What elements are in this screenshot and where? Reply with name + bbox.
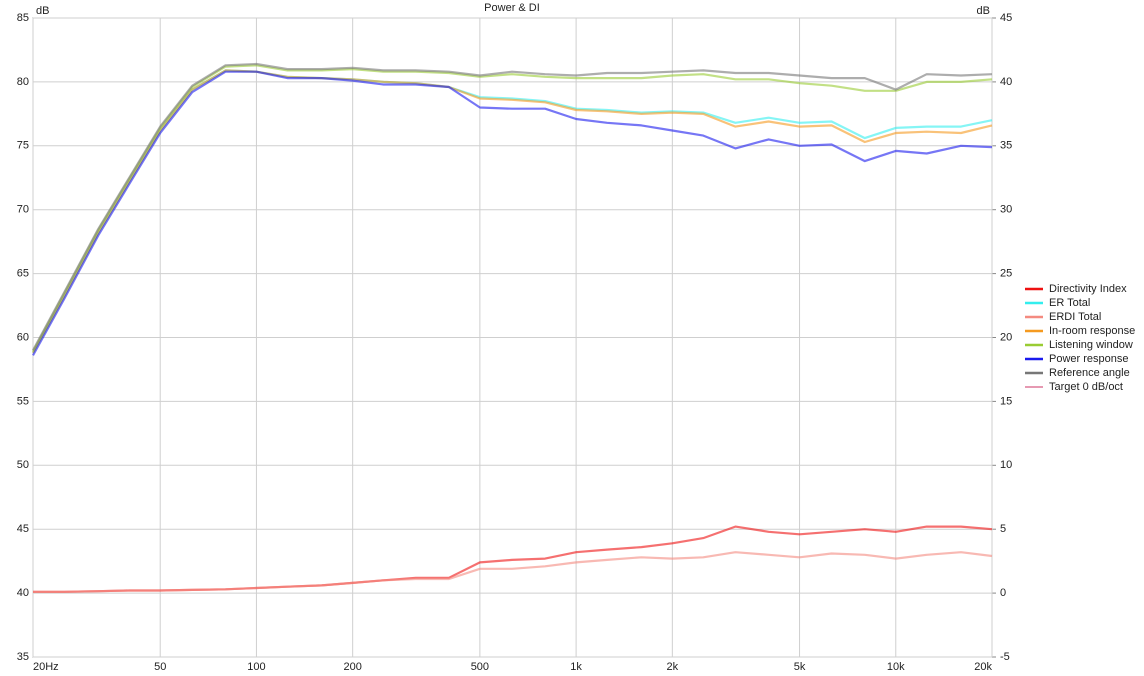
legend-label: ER Total xyxy=(1049,297,1090,309)
y2-tick-label: 30 xyxy=(1000,204,1012,216)
x-tick-label: 20Hz xyxy=(33,661,59,673)
x-tick-label: 5k xyxy=(794,661,806,673)
legend-label: Listening window xyxy=(1049,339,1133,351)
legend-label: Reference angle xyxy=(1049,367,1130,379)
y-tick-label: 70 xyxy=(17,204,29,216)
y2-tick-label: 0 xyxy=(1000,587,1006,599)
x-tick-label: 50 xyxy=(154,661,166,673)
legend-label: Directivity Index xyxy=(1049,283,1127,295)
y-tick-label: 50 xyxy=(17,459,29,471)
y-tick-label: 60 xyxy=(17,331,29,343)
x-tick-label: 1k xyxy=(570,661,582,673)
y-tick-label: 85 xyxy=(17,12,29,24)
y2-tick-label: 45 xyxy=(1000,12,1012,24)
x-tick-label: 20k xyxy=(974,661,992,673)
y2-tick-label: 20 xyxy=(1000,331,1012,343)
legend-label: Target 0 dB/oct xyxy=(1049,381,1123,393)
y2-tick-label: 25 xyxy=(1000,268,1012,280)
y-tick-label: 65 xyxy=(17,268,29,280)
y2-axis-label: dB xyxy=(977,5,990,17)
series-line xyxy=(32,69,993,354)
y2-tick-label: 5 xyxy=(1000,523,1006,535)
legend-label: Power response xyxy=(1049,353,1129,365)
x-tick-label: 100 xyxy=(247,661,265,673)
y-tick-label: 55 xyxy=(17,395,29,407)
y2-tick-label: 40 xyxy=(1000,76,1012,88)
y-tick-label: 45 xyxy=(17,523,29,535)
y2-tick-label: 15 xyxy=(1000,395,1012,407)
y2-tick-label: 35 xyxy=(1000,140,1012,152)
legend-label: ERDI Total xyxy=(1049,311,1101,323)
x-tick-label: 200 xyxy=(343,661,361,673)
series-line xyxy=(32,62,993,351)
y2-tick-label: 10 xyxy=(1000,459,1012,471)
y-tick-label: 75 xyxy=(17,140,29,152)
legend-label: In-room response xyxy=(1049,325,1135,337)
y2-tick-label: -5 xyxy=(1000,651,1010,663)
series-line xyxy=(32,70,993,356)
y-tick-label: 80 xyxy=(17,76,29,88)
y-axis-label: dB xyxy=(36,5,49,17)
y-tick-label: 35 xyxy=(17,651,29,663)
chart-title: Power & DI xyxy=(484,2,540,14)
x-tick-label: 10k xyxy=(887,661,905,673)
y-tick-label: 40 xyxy=(17,587,29,599)
series-line xyxy=(33,551,993,593)
x-tick-label: 2k xyxy=(667,661,679,673)
x-tick-label: 500 xyxy=(471,661,489,673)
